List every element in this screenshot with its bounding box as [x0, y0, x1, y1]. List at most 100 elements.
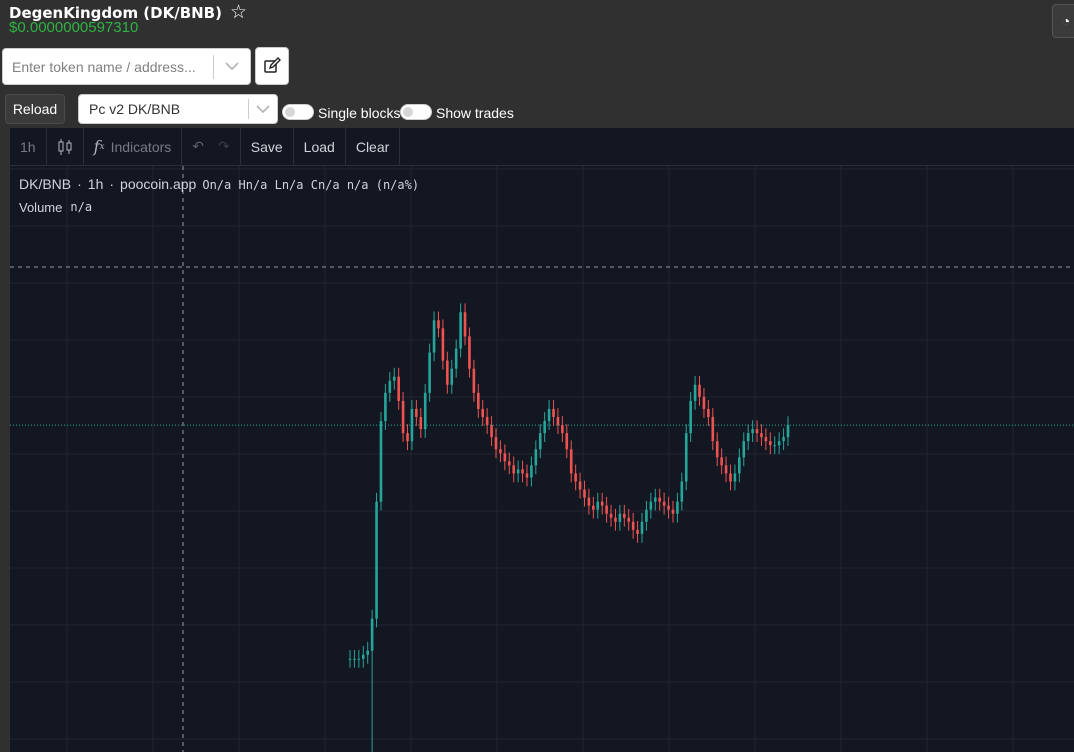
legend-dot: ·: [109, 176, 115, 192]
candle-body: [574, 473, 577, 482]
candle-body: [631, 521, 635, 530]
candle-body: [348, 658, 352, 660]
candle-body: [370, 618, 374, 651]
undo-icon[interactable]: ↶: [192, 138, 205, 154]
chart-icon: ◔: [1061, 13, 1071, 29]
candle-body: [530, 465, 533, 478]
candle-body: [538, 433, 542, 450]
candle-body: [623, 513, 626, 518]
candle-body: [419, 417, 423, 430]
clear-button[interactable]: Clear: [346, 127, 401, 166]
candle-body: [561, 425, 564, 434]
candle-body: [512, 465, 515, 474]
pair-select-value: Pc v2 DK/BNB: [89, 101, 181, 117]
candle-body: [578, 481, 582, 490]
search-divider: [213, 54, 214, 79]
candle-body: [547, 408, 551, 422]
volume-legend: Volume n/a: [19, 200, 92, 215]
candle-body: [459, 312, 462, 349]
candle-body: [777, 441, 781, 446]
candle-body: [769, 441, 772, 446]
candle-body: [689, 400, 692, 434]
toggle-knob: [403, 107, 413, 117]
candle-body: [676, 501, 679, 514]
legend-symbol[interactable]: DK/BNB: [19, 176, 72, 192]
edit-button[interactable]: [255, 47, 289, 85]
single-blocks-toggle[interactable]: [282, 104, 314, 120]
candle-body: [786, 425, 790, 438]
candle-body: [454, 348, 458, 369]
search-input[interactable]: [3, 49, 213, 84]
candle-body: [764, 437, 768, 442]
candle-body: [366, 650, 369, 655]
candle-body: [516, 469, 520, 474]
candle-body: [543, 421, 546, 434]
candle-body: [733, 473, 737, 482]
candle-body: [406, 433, 409, 442]
candle-body: [715, 441, 719, 458]
candle-body: [600, 501, 604, 506]
candle-body: [485, 417, 489, 426]
volume-label: Volume: [19, 200, 63, 215]
candle-body: [423, 392, 427, 430]
candle-body: [481, 408, 485, 418]
candle-body: [609, 513, 613, 518]
chart-legend: DK/BNB · 1h · poocoin.app On/a Hn/a Ln/a…: [19, 176, 419, 192]
candle-body: [534, 449, 538, 466]
pair-select[interactable]: Pc v2 DK/BNB: [78, 94, 278, 124]
candle-body: [463, 312, 467, 337]
price-chart[interactable]: [10, 128, 1074, 752]
save-button[interactable]: Save: [241, 127, 294, 166]
show-trades-toggle[interactable]: [400, 104, 432, 120]
volume-value: n/a: [70, 200, 93, 214]
indicators-label: Indicators: [110, 138, 172, 155]
token-title-text: DegenKingdom (DK/BNB): [9, 3, 222, 22]
candle-body: [742, 441, 746, 458]
legend-dot: ·: [77, 176, 82, 192]
candle-body: [702, 396, 706, 409]
candle-body: [738, 457, 741, 474]
candle-body: [437, 320, 440, 329]
candle-body: [720, 457, 723, 466]
candle-body: [645, 509, 648, 522]
reload-button[interactable]: Reload: [5, 94, 65, 124]
chevron-down-icon[interactable]: [249, 95, 277, 123]
chart-icon-button[interactable]: ◔: [1052, 4, 1074, 38]
candle-body: [698, 384, 701, 397]
candle-body: [388, 380, 392, 393]
candle-body: [357, 658, 361, 660]
candle-body: [353, 658, 356, 660]
candle-body: [432, 320, 436, 353]
token-title: DegenKingdom (DK/BNB) ☆: [9, 3, 247, 22]
candle-body: [384, 392, 387, 422]
toggle-knob: [285, 107, 295, 117]
candle-body: [693, 384, 697, 401]
candle-body: [556, 417, 560, 426]
candle-body: [662, 501, 666, 506]
candle-body: [618, 513, 622, 522]
candle-body: [494, 437, 498, 450]
token-price: $0.0000000597310: [9, 19, 139, 36]
candle-body: [468, 336, 471, 369]
pair-select-divider: [248, 99, 249, 119]
candle-body: [583, 489, 586, 498]
redo-icon[interactable]: ↷: [218, 138, 230, 154]
candle-body: [428, 352, 431, 393]
candle-body: [565, 433, 569, 450]
chevron-down-icon[interactable]: [214, 49, 250, 84]
candle-body: [746, 433, 750, 442]
token-search[interactable]: [2, 48, 251, 85]
candle-body: [410, 408, 414, 442]
candle-body: [658, 497, 661, 502]
show-trades-label: Show trades: [436, 105, 514, 121]
interval-button[interactable]: 1h: [10, 127, 47, 166]
load-button[interactable]: Load: [294, 127, 346, 166]
candle-body: [503, 453, 507, 462]
chart-type-button[interactable]: [47, 127, 84, 166]
legend-interval: 1h: [87, 176, 104, 192]
candle-body: [441, 328, 445, 361]
star-icon[interactable]: ☆: [229, 1, 248, 23]
